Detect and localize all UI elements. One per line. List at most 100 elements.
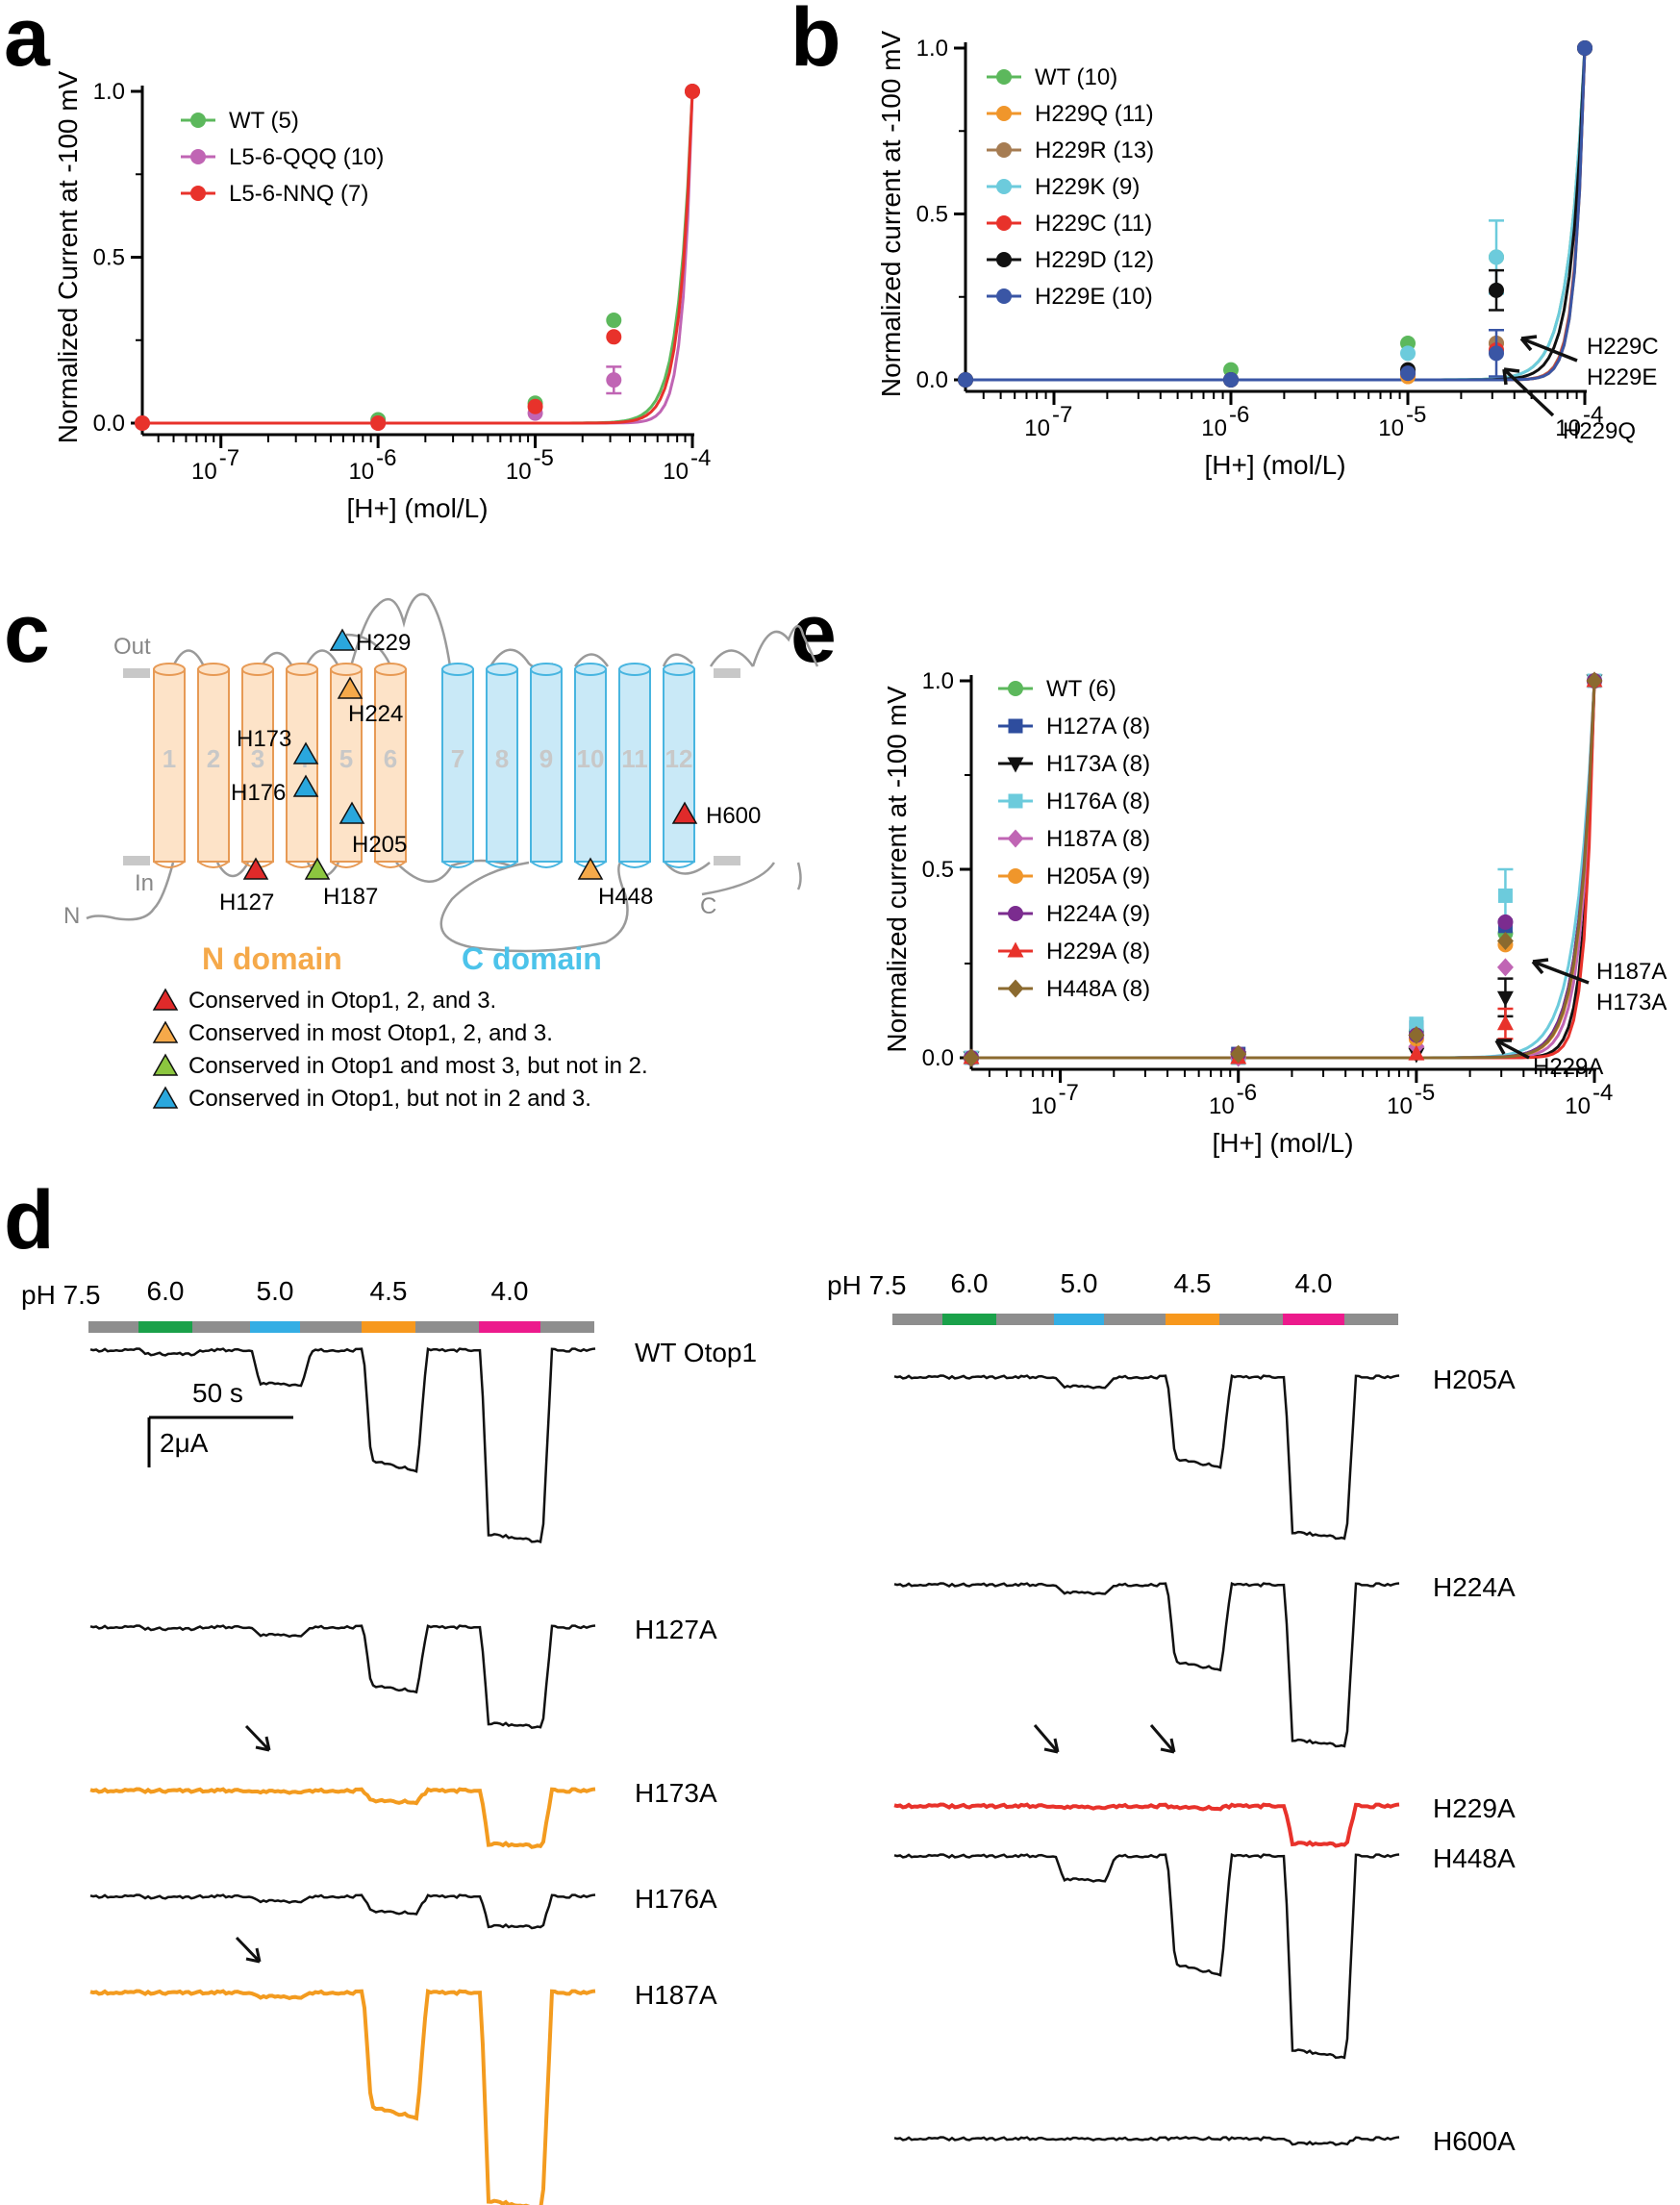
x-tick-label: 10 xyxy=(348,459,374,485)
x-tick-label: 10 xyxy=(663,459,689,485)
trace-h600a xyxy=(893,2136,1400,2146)
ph-segment-4.0 xyxy=(1283,1314,1344,1325)
y-tick-label: 1.0 xyxy=(922,668,954,694)
ph-label-right: pH 7.5 xyxy=(827,1270,907,1300)
legend-marker xyxy=(190,149,206,164)
trace-label-h448a: H448A xyxy=(1433,1843,1516,1873)
legend-triangle-orange xyxy=(152,1020,179,1043)
residue-triangle-h600 xyxy=(671,801,698,824)
legend-entry: H173A (8) xyxy=(1046,751,1150,777)
ph-step-label: 4.5 xyxy=(1174,1268,1212,1298)
ph-segment-5.0 xyxy=(1054,1314,1104,1325)
helix-number: 8 xyxy=(495,744,509,773)
n-domain-label: N domain xyxy=(202,941,342,976)
fit-curve-h448a xyxy=(971,680,1596,1060)
legend-marker xyxy=(1007,757,1024,773)
fit-curve-wt xyxy=(142,90,694,425)
chart-a: 0.00.51.010-710-610-510-4[H+] (mol/L)Nor… xyxy=(53,70,711,523)
legend-text-orange: Conserved in most Otop1, 2, and 3. xyxy=(188,1020,553,1046)
residue-label-h448: H448 xyxy=(598,884,653,910)
x-tick-label: 10 xyxy=(1378,415,1404,441)
x-tick-label: 10 xyxy=(1209,1093,1235,1119)
data-point xyxy=(1230,1044,1247,1064)
helix-number: 12 xyxy=(665,744,693,773)
legend-triangle-green xyxy=(152,1053,179,1076)
ph-bar-left: 6.0 5.0 4.5 4.0 xyxy=(88,1276,594,1333)
data-point xyxy=(370,415,387,431)
helix-12 xyxy=(663,668,695,863)
scale-time-label: 50 s xyxy=(192,1378,243,1408)
scale-current-label: 2μA xyxy=(160,1428,209,1458)
legend-entry: L5-6-QQQ (10) xyxy=(229,144,384,170)
x-tick-exponent: -6 xyxy=(1229,402,1249,428)
residue-triangle-h448 xyxy=(577,857,604,880)
ph-label-left: pH 7.5 xyxy=(21,1280,101,1310)
x-tick-exponent: -7 xyxy=(1052,402,1072,428)
data-point xyxy=(1400,345,1416,362)
helix-cap xyxy=(286,663,318,676)
fit-curve-l5-6-qqq xyxy=(142,90,694,425)
x-tick-exponent: -4 xyxy=(690,445,711,471)
annotation-label: H229E xyxy=(1587,364,1657,390)
trace-label-h187a: H187A xyxy=(635,1980,717,2010)
residue-label-h187: H187 xyxy=(323,884,378,910)
helix-2 xyxy=(197,668,230,863)
y-tick-label: 0.0 xyxy=(922,1045,954,1071)
y-tick-label: 1.0 xyxy=(916,36,948,62)
y-tick-label: 0.5 xyxy=(916,202,948,228)
legend-marker xyxy=(1007,979,1024,998)
x-tick-label: 10 xyxy=(1555,415,1581,441)
annotation-label: H229Q xyxy=(1563,418,1636,444)
helix-number: 6 xyxy=(384,744,397,773)
legend-entry: H205A (9) xyxy=(1046,864,1150,890)
arrow-h229a-2 xyxy=(1149,1724,1176,1753)
legend-text-green: Conserved in Otop1 and most 3, but not i… xyxy=(188,1053,648,1079)
trace-h187a xyxy=(89,1988,596,2205)
legend-entry: H229R (13) xyxy=(1035,138,1154,163)
y-tick-label: 0.5 xyxy=(922,857,954,883)
legend-marker xyxy=(190,186,206,201)
legend-text-blue: Conserved in Otop1, but not in 2 and 3. xyxy=(188,1086,591,1112)
x-tick-label: 10 xyxy=(1031,1093,1057,1119)
ph-step-label: 6.0 xyxy=(147,1276,185,1306)
trace-h448a xyxy=(893,1853,1400,2060)
scale-bar xyxy=(147,1416,293,1467)
data-point xyxy=(1489,345,1504,362)
helix-number: 7 xyxy=(451,744,464,773)
residue-label-h176: H176 xyxy=(231,780,286,806)
data-point xyxy=(685,84,700,99)
x-tick-exponent: -7 xyxy=(219,445,239,471)
helix-number: 1 xyxy=(163,744,176,773)
data-point xyxy=(1496,1015,1514,1031)
panel-letter-d: d xyxy=(4,1174,55,1266)
helix-cap xyxy=(574,663,607,676)
panel-letter-a: a xyxy=(4,0,51,84)
data-point xyxy=(1577,40,1592,56)
helix-9 xyxy=(530,668,563,863)
legend-entry: WT (6) xyxy=(1046,676,1116,702)
helix-4 xyxy=(286,668,318,863)
annotation-arrow xyxy=(1494,1039,1530,1060)
data-point xyxy=(1496,958,1514,977)
helix-cap xyxy=(330,663,363,676)
helix-base xyxy=(197,861,230,868)
helix-5 xyxy=(330,668,363,863)
ph-bar-base xyxy=(892,1314,1398,1325)
ph-segment-5.0 xyxy=(250,1321,300,1333)
legend-marker xyxy=(996,215,1012,231)
trace-h176a xyxy=(89,1893,596,1930)
annotation-arrow xyxy=(1519,335,1578,363)
x-axis-label: [H+] (mol/L) xyxy=(346,493,488,523)
legend-marker xyxy=(996,106,1012,121)
helix-number: 3 xyxy=(251,744,264,773)
x-tick-exponent: -6 xyxy=(376,445,396,471)
n-terminus-label: N xyxy=(63,903,80,929)
x-tick-exponent: -5 xyxy=(1406,402,1426,428)
trace-label-h229a: H229A xyxy=(1433,1793,1516,1823)
trace-h229a xyxy=(893,1802,1400,1848)
legend-triangle-red xyxy=(152,988,179,1011)
legend-marker xyxy=(996,252,1012,267)
residue-label-h173: H173 xyxy=(237,726,291,752)
